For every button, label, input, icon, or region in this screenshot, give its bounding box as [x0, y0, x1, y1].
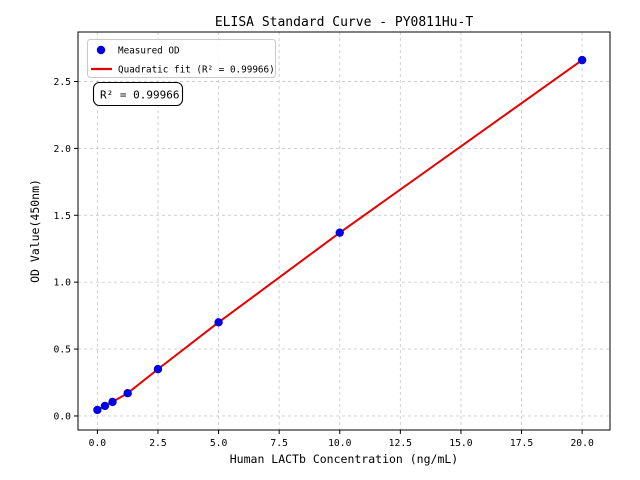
r-squared-annotation: R² = 0.99966 — [92, 81, 184, 107]
x-axis-label: Human LACTb Concentration (ng/mL) — [230, 452, 458, 466]
data-point — [108, 397, 117, 407]
plot-frame — [77, 31, 611, 431]
y-tick-label: 2.5 — [54, 77, 72, 88]
gridlines — [78, 32, 610, 430]
y-tick-label: 0.5 — [54, 345, 72, 356]
x-tick-label: 15.0 — [449, 438, 472, 449]
x-tick-label: 10.0 — [328, 438, 351, 449]
data-point — [577, 55, 587, 65]
x-tick-label: 12.5 — [389, 438, 412, 449]
data-point — [153, 364, 163, 374]
legend-entry-quadratic-fit: Quadratic fit (R² = 0.99966) — [118, 65, 275, 76]
x-tick-label: 20.0 — [570, 438, 593, 449]
data-point — [93, 405, 102, 415]
data-point — [335, 228, 344, 237]
y-tick-label: 0.0 — [54, 411, 72, 422]
chart-title: ELISA Standard Curve - PY0811Hu-T — [215, 15, 473, 30]
data-point — [214, 318, 223, 327]
x-tick-label: 5.0 — [210, 438, 228, 449]
y-tick-label: 1.0 — [54, 278, 72, 289]
y-tick-label: 1.5 — [54, 211, 72, 222]
annotation-text: R² = 0.99966 — [100, 89, 179, 102]
legend-entry-measured-od: Measured OD — [118, 46, 180, 57]
y-axis-label: OD Value(450nm) — [28, 179, 42, 283]
x-tick-label: 17.5 — [510, 438, 533, 449]
axis-ticks: 0.0 2.5 5.0 7.5 10.0 12.5 15.0 17.5 20.0 0.0 0.5 1.… — [54, 77, 594, 449]
annotation-box — [92, 81, 184, 107]
data-point — [123, 389, 132, 398]
legend-box — [87, 39, 276, 78]
y-tick-label: 2.0 — [54, 144, 72, 155]
data-point — [100, 401, 110, 411]
x-tick-label: 2.5 — [149, 438, 167, 449]
legend-marker-measured-od-icon — [96, 45, 106, 55]
x-tick-label: 7.5 — [270, 438, 288, 449]
legend: Measured OD Quadratic fit (R² = 0.99966) — [87, 39, 276, 78]
data-series — [93, 55, 587, 415]
x-tick-label: 0.0 — [89, 438, 107, 449]
